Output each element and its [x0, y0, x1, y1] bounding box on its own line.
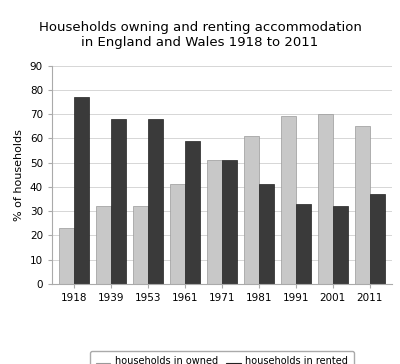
Bar	[170, 185, 185, 284]
Bar	[96, 206, 111, 284]
Bar	[281, 116, 296, 284]
Bar	[185, 141, 200, 284]
Bar	[370, 194, 385, 284]
Bar	[148, 119, 163, 284]
Bar	[296, 204, 311, 284]
Bar	[259, 185, 274, 284]
Bar	[355, 126, 370, 284]
Bar	[111, 119, 126, 284]
Bar	[59, 228, 74, 284]
Bar	[318, 114, 333, 284]
Bar	[207, 160, 222, 284]
Legend: households in owned
accommodation, households in rented
accommodation: households in owned accommodation, house…	[90, 351, 354, 364]
Y-axis label: % of households: % of households	[14, 129, 24, 221]
Bar	[222, 160, 237, 284]
Bar	[333, 206, 348, 284]
Bar	[244, 136, 259, 284]
Text: Households owning and renting accommodation
in England and Wales 1918 to 2011: Households owning and renting accommodat…	[38, 21, 362, 49]
Bar	[74, 97, 89, 284]
Bar	[133, 206, 148, 284]
